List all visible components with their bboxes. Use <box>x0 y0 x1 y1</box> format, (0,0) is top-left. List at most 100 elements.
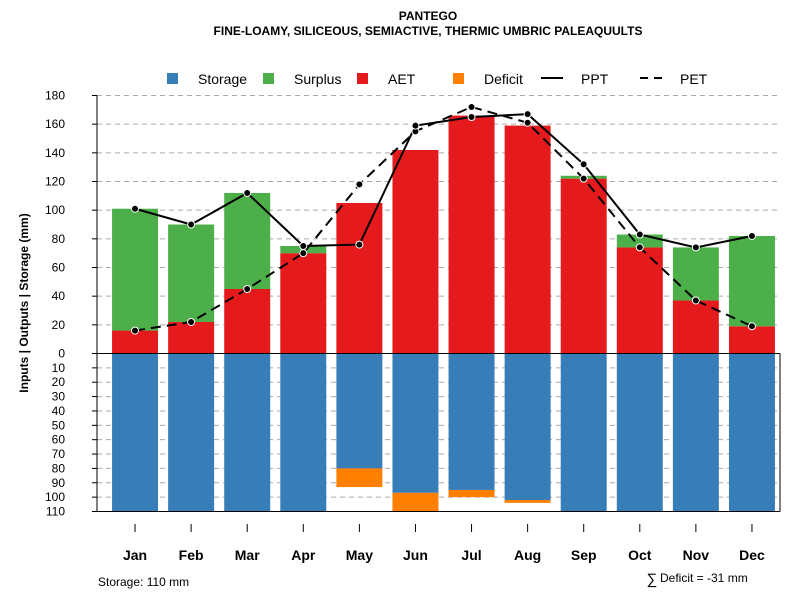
y-tick-label: 40 <box>52 289 66 303</box>
legend-label-storage: Storage <box>198 71 247 87</box>
y-axis-label: Inputs | Outputs | Storage (mm) <box>17 213 31 392</box>
deficit-note: Deficit = -31 mm <box>660 571 748 585</box>
pet-point <box>355 180 364 189</box>
bars <box>112 115 775 512</box>
storage-bar <box>224 353 271 512</box>
y-tick-label: 30 <box>52 390 66 404</box>
x-tick-label: Mar <box>235 547 260 563</box>
aet-bar <box>168 321 215 354</box>
ppt-point <box>299 242 308 250</box>
ppt-point <box>355 240 364 249</box>
series-lines <box>131 102 756 335</box>
x-tick-label: Oct <box>628 547 652 563</box>
surplus-bar <box>672 247 719 301</box>
ppt-point <box>243 188 252 197</box>
storage-bar <box>672 353 719 512</box>
storage-bar <box>392 353 439 493</box>
gridlines <box>97 95 780 512</box>
aet-bar <box>672 300 719 354</box>
y-tick-label: 70 <box>52 447 66 461</box>
aet-bar <box>504 125 551 354</box>
legend-label-surplus: Surplus <box>294 71 341 87</box>
pet-point <box>635 243 644 252</box>
legend-swatch-surplus <box>263 73 274 84</box>
pet-point <box>747 322 756 331</box>
legend: Storage Surplus AET Deficit PPT PET <box>167 71 708 87</box>
aet-bar <box>560 178 607 354</box>
pet-point <box>467 102 476 111</box>
pet-point <box>579 174 588 183</box>
aet-bar <box>112 330 159 354</box>
storage-bar <box>112 353 159 512</box>
ppt-line <box>134 113 753 249</box>
storage-bar <box>504 353 551 501</box>
axes: 0204060801001201401601801020304050607080… <box>45 89 781 563</box>
deficit-bar <box>392 492 439 512</box>
chart-subtitle: FINE-LOAMY, SILICEOUS, SEMIACTIVE, THERM… <box>214 24 643 38</box>
chart-title: PANTEGO <box>399 9 457 23</box>
ppt-point <box>635 230 644 239</box>
pet-point <box>243 285 252 293</box>
pet-point <box>691 296 700 305</box>
aet-bar <box>224 289 271 354</box>
ppt-point <box>579 160 588 169</box>
y-tick-label: 20 <box>52 375 66 389</box>
y-tick-label: 20 <box>52 318 66 332</box>
y-tick-label: 60 <box>52 433 66 447</box>
aet-bar <box>448 115 495 354</box>
y-tick-label: 50 <box>52 418 66 432</box>
legend-label-deficit: Deficit <box>484 71 523 87</box>
x-tick-label: Apr <box>291 547 316 563</box>
ppt-point <box>467 113 476 121</box>
y-tick-label: 100 <box>45 203 65 217</box>
x-tick-label: Feb <box>179 547 204 563</box>
aet-bar <box>616 247 663 354</box>
storage-bar <box>168 353 215 512</box>
legend-swatch-aet <box>357 73 368 84</box>
deficit-bar <box>336 468 383 488</box>
surplus-bar <box>168 224 215 322</box>
pet-point <box>131 326 140 335</box>
ppt-point <box>747 231 756 240</box>
y-tick-label: 140 <box>45 146 65 160</box>
surplus-bar <box>224 192 271 289</box>
x-tick-label: Aug <box>514 547 541 563</box>
aet-bar <box>280 253 327 354</box>
y-tick-label: 110 <box>46 505 65 519</box>
ppt-point <box>691 243 700 252</box>
storage-bar <box>560 353 607 512</box>
aet-bar <box>728 326 775 354</box>
x-tick-label: May <box>346 547 373 563</box>
surplus-bar <box>728 235 775 327</box>
storage-bar <box>448 353 495 490</box>
x-tick-label: Dec <box>739 547 765 563</box>
surplus-bar <box>112 208 159 331</box>
storage-bar <box>336 353 383 469</box>
ppt-point <box>411 121 420 130</box>
pet-point <box>187 317 196 326</box>
legend-label-pet: PET <box>680 71 708 87</box>
y-tick-label: 60 <box>52 261 66 275</box>
storage-bar <box>728 353 775 512</box>
legend-swatch-storage <box>167 73 178 84</box>
aet-bar <box>392 149 439 354</box>
legend-swatch-deficit <box>453 73 464 84</box>
y-tick-label: 100 <box>45 490 65 504</box>
y-tick-label: 80 <box>52 232 66 246</box>
x-tick-label: Nov <box>683 547 710 563</box>
y-tick-label: 0 <box>58 347 65 361</box>
legend-label-aet: AET <box>388 71 416 87</box>
ppt-point <box>131 204 140 213</box>
pet-line <box>134 105 753 332</box>
x-tick-label: Sep <box>571 547 597 563</box>
y-tick-label: 90 <box>52 476 66 490</box>
y-tick-label: 120 <box>45 175 65 189</box>
y-tick-label: 10 <box>52 361 66 375</box>
ppt-point <box>187 220 196 229</box>
ppt-point <box>523 110 532 119</box>
storage-bar <box>280 353 327 512</box>
x-tick-label: Jan <box>123 547 147 563</box>
y-tick-label: 80 <box>52 461 66 475</box>
